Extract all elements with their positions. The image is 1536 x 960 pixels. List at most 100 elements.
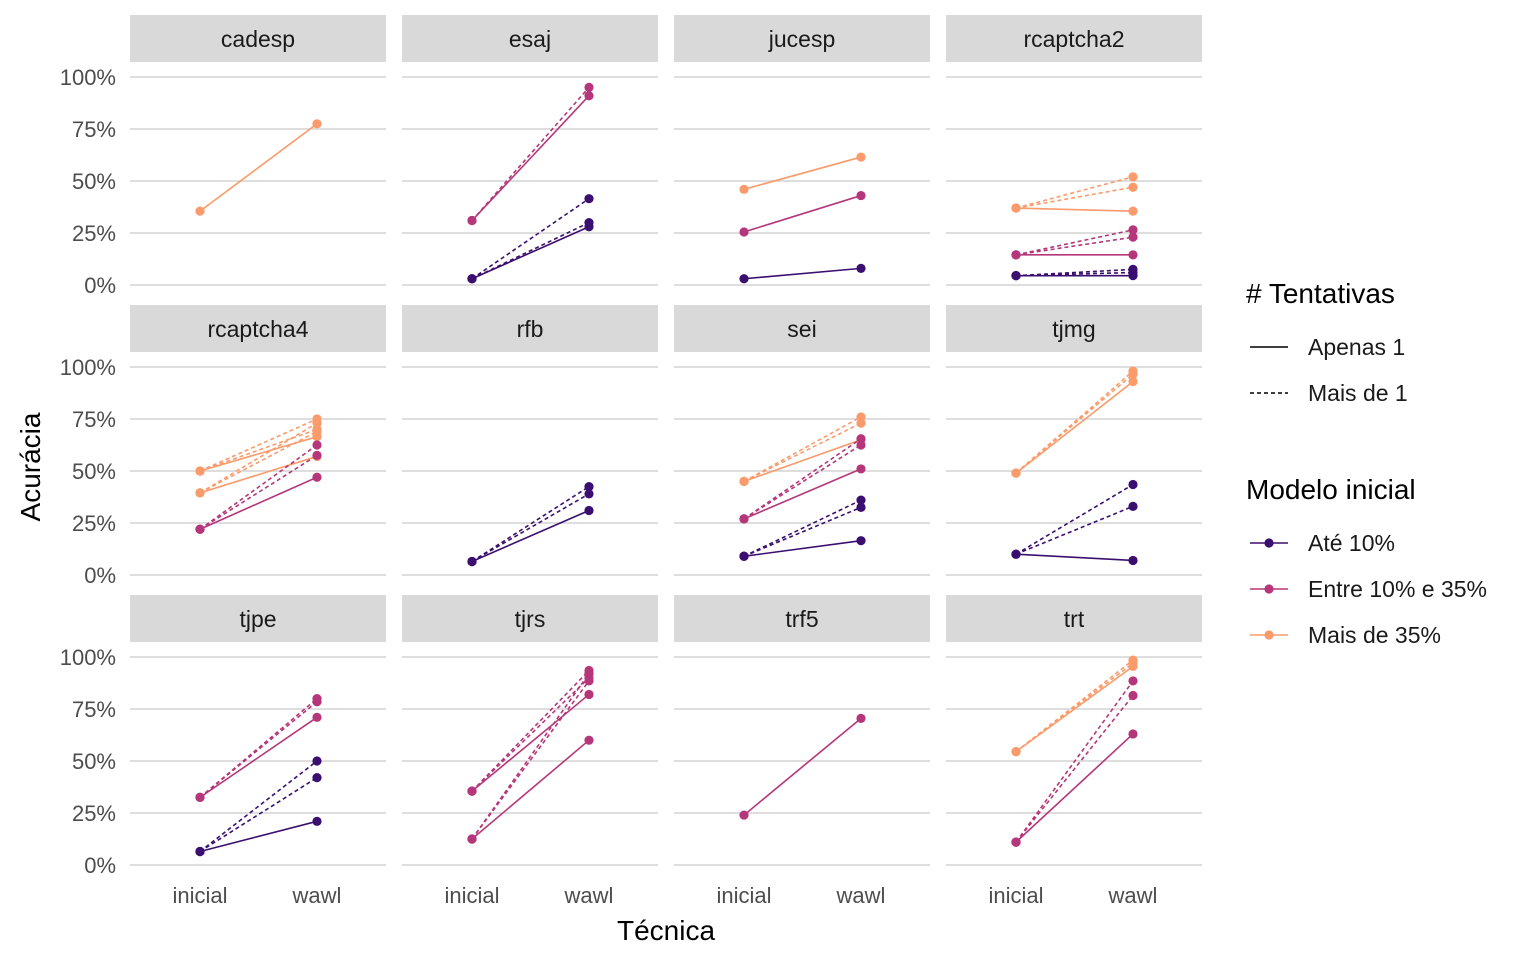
data-point [312, 816, 322, 826]
facet-strip [402, 595, 658, 642]
data-point [739, 514, 749, 524]
facet-strip [130, 305, 386, 352]
data-point [467, 786, 477, 796]
data-point [739, 476, 749, 486]
data-point [1128, 655, 1138, 665]
series-line [1015, 680, 1134, 843]
data-point [312, 450, 322, 460]
series-line [743, 444, 862, 520]
series-line [1015, 236, 1134, 256]
data-point [195, 488, 205, 498]
facet-strip [402, 305, 658, 352]
data-point [312, 418, 322, 428]
data-point [312, 472, 322, 482]
series-line [199, 435, 318, 472]
data-point [856, 263, 866, 273]
facet-strip-label: tjrs [515, 606, 546, 632]
y-tick-label: 25% [72, 801, 116, 826]
data-point [856, 464, 866, 474]
data-point [1128, 250, 1138, 260]
x-axes: inicial wawl inicial wawl inicial wawl inicial… [172, 883, 1157, 908]
data-point [1128, 366, 1138, 376]
facet-strip-label: trt [1064, 606, 1085, 632]
series-line [1015, 694, 1134, 843]
series-line [199, 418, 318, 472]
facet-strip-label: cadesp [221, 26, 295, 52]
legend-color-label: Até 10% [1308, 530, 1395, 556]
legend-linetype-label: Mais de 1 [1308, 380, 1408, 406]
y-tick-label: 75% [72, 117, 116, 142]
series-line [199, 444, 318, 530]
data-point [1011, 203, 1021, 213]
series-line [743, 156, 862, 191]
legend-color-key-point [1264, 630, 1274, 640]
series-line [471, 493, 590, 563]
y-tick-label: 25% [72, 511, 116, 536]
facet-strip-label: trf5 [785, 606, 818, 632]
facet-strip [674, 595, 930, 642]
data-point [1128, 479, 1138, 490]
series-line [199, 422, 318, 494]
data-point [1128, 182, 1138, 192]
series-line [1015, 271, 1134, 277]
legend-color-label: Mais de 35% [1308, 622, 1441, 648]
series-line [471, 95, 590, 222]
y-tick-label: 75% [72, 407, 116, 432]
facet-cadesp: cadesp [130, 15, 386, 286]
facet-tjrs: tjrs [402, 595, 658, 866]
series-line [199, 820, 318, 853]
data-point [1128, 232, 1138, 242]
data-point [856, 495, 866, 505]
facet-strip-label: esaj [509, 26, 551, 52]
series-line [199, 428, 318, 472]
series-line [199, 716, 318, 799]
legend-color-key-point [1264, 584, 1274, 594]
y-tick-label: 100% [60, 65, 116, 90]
series-line [199, 476, 318, 530]
data-point [584, 194, 594, 204]
data-point [584, 489, 594, 499]
data-point [312, 756, 322, 766]
series-line [471, 86, 590, 222]
data-point [584, 735, 594, 745]
series-line [743, 416, 862, 483]
data-point [467, 556, 477, 567]
series-line [471, 485, 590, 563]
x-tick-label: wawl [1108, 883, 1158, 908]
data-point [584, 218, 594, 228]
data-point [1011, 250, 1021, 260]
series-line [1015, 370, 1134, 474]
series-line [471, 221, 590, 280]
y-tick-label: 25% [72, 221, 116, 246]
data-point [195, 466, 205, 476]
series-line [1015, 176, 1134, 209]
data-point [1011, 549, 1021, 559]
x-tick-label: inicial [172, 883, 227, 908]
data-point [1128, 206, 1138, 216]
series-line [1015, 268, 1134, 277]
series-line [471, 226, 590, 280]
facet-tjpe: tjpe [130, 595, 386, 866]
series-line [1015, 505, 1134, 555]
data-point [467, 215, 477, 226]
x-tick-label: wawl [292, 883, 342, 908]
facet-strip [674, 15, 930, 62]
data-point [584, 482, 594, 492]
facet-strip [402, 15, 658, 62]
data-point [195, 846, 205, 857]
data-point [584, 676, 594, 686]
x-axis-title: Técnica [617, 915, 715, 946]
facet-rcaptcha4: rcaptcha4 [130, 305, 386, 576]
y-tick-label: 0% [84, 563, 116, 588]
data-point [1128, 172, 1138, 182]
facet-strip [130, 15, 386, 62]
y-tick-label: 0% [84, 853, 116, 878]
facet-trt: trt [946, 595, 1202, 866]
series-line [1015, 733, 1134, 843]
data-point [584, 669, 594, 679]
series-line [471, 693, 590, 792]
facet-strip [946, 15, 1202, 62]
data-point [856, 434, 866, 444]
series-line [199, 776, 318, 853]
data-point [195, 792, 205, 803]
